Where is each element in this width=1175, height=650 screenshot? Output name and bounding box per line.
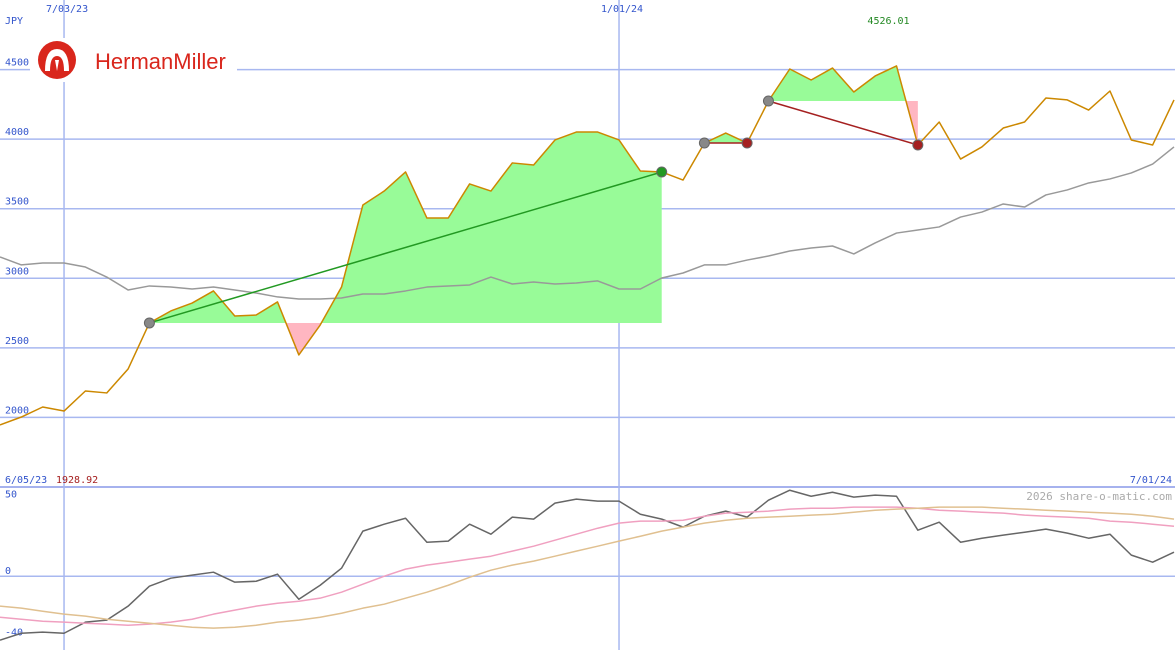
y-tick-label: 3500 bbox=[5, 197, 29, 208]
unit-label: JPY bbox=[5, 16, 23, 27]
high-label: 4526.01 bbox=[867, 16, 909, 27]
gain-area bbox=[149, 132, 662, 323]
price-line bbox=[0, 65, 1175, 426]
y-tick-label: 4500 bbox=[5, 58, 29, 69]
y-tick-label: 0 bbox=[5, 566, 11, 577]
exit-marker bbox=[741, 137, 753, 149]
y-tick-label: 2500 bbox=[5, 336, 29, 347]
trade-line bbox=[149, 171, 662, 324]
logo-mark bbox=[45, 49, 69, 71]
gain-area bbox=[768, 65, 918, 102]
exit-marker bbox=[912, 139, 924, 151]
average-line bbox=[0, 146, 1175, 300]
start-date: 6/05/23 bbox=[5, 475, 47, 486]
y-tick-label: -40 bbox=[5, 628, 23, 639]
watermark: 2026 share-o-matic.com bbox=[1026, 490, 1172, 503]
oscillator-line bbox=[0, 489, 1175, 641]
x-tick-label: 7/03/23 bbox=[46, 4, 88, 15]
trade-line bbox=[768, 100, 919, 146]
oscillator-line bbox=[0, 506, 1175, 626]
entry-marker bbox=[762, 95, 774, 107]
entry-marker bbox=[143, 317, 155, 329]
entry-marker bbox=[698, 137, 710, 149]
gain-area bbox=[704, 133, 748, 144]
end-date: 7/01/24 bbox=[1130, 475, 1172, 486]
y-tick-label: 50 bbox=[5, 489, 17, 500]
y-tick-label: 3000 bbox=[5, 266, 29, 277]
y-tick-label: 4000 bbox=[5, 127, 29, 138]
low-label: 1928.92 bbox=[56, 475, 98, 486]
oscillator-line bbox=[0, 506, 1175, 629]
logo-text: HermanMiller bbox=[95, 49, 226, 74]
logo: HermanMiller bbox=[30, 38, 237, 82]
exit-marker bbox=[656, 166, 668, 178]
y-tick-label: 2000 bbox=[5, 405, 29, 416]
x-tick-label: 1/01/24 bbox=[601, 4, 643, 15]
